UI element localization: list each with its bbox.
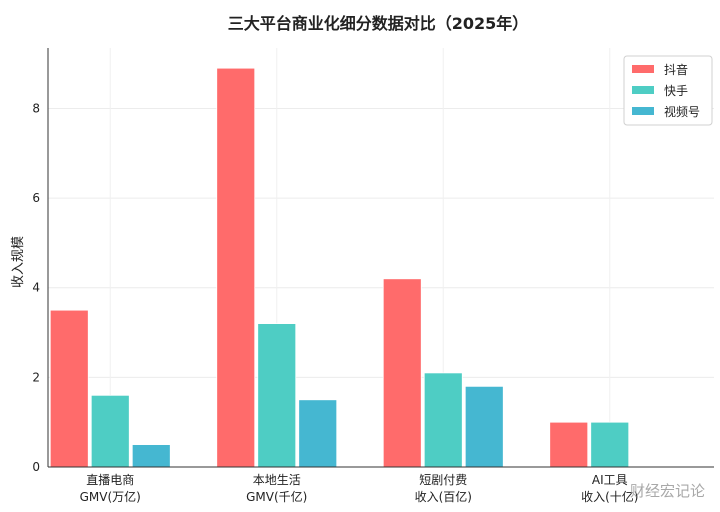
bar xyxy=(49,309,89,468)
x-tick-label-line: AI工具 xyxy=(592,473,628,487)
bar xyxy=(590,421,630,468)
legend-label: 抖音 xyxy=(664,62,688,77)
x-tick-label-line: 本地生活 xyxy=(253,473,301,487)
bar xyxy=(257,323,297,468)
x-tick-label-line: 短剧付费 xyxy=(419,473,467,487)
axes: 0 2 4 6 8 直播电商 GMV(万亿) 本地生活 GMV(千亿) 短剧付费收入(百亿) AI工… xyxy=(32,48,714,504)
y-tick-label: 2 xyxy=(32,370,40,384)
bar xyxy=(464,385,504,468)
x-tick-label-line: 直播电商 xyxy=(86,472,134,487)
x-tick-label-line: GMV(万亿) xyxy=(80,489,141,504)
y-tick-label: 4 xyxy=(32,281,40,295)
x-tick-label: 直播电商 GMV(万亿) xyxy=(80,472,141,504)
bar xyxy=(549,421,589,468)
x-tick-label: 短剧付费收入(百亿) xyxy=(415,473,472,504)
bars xyxy=(49,67,630,468)
y-tick-label: 6 xyxy=(32,191,40,205)
legend-swatch xyxy=(632,86,654,94)
chart-title: 三大平台商业化细分数据对比（2025年） xyxy=(228,14,529,33)
legend-swatch xyxy=(632,107,654,115)
x-tick-label-line: 收入(百亿) xyxy=(415,489,472,504)
legend-label: 视频号 xyxy=(664,104,700,119)
bar xyxy=(131,444,171,468)
x-tick-label-line: GMV(千亿) xyxy=(246,489,307,504)
legend-label: 快手 xyxy=(664,84,688,98)
bar xyxy=(382,278,422,468)
grid xyxy=(48,48,714,467)
x-tick-label: 本地生活 GMV(千亿) xyxy=(246,473,307,504)
y-axis-label: 收入规模 xyxy=(11,236,26,288)
y-tick-label: 0 xyxy=(32,460,40,474)
x-tick-label: AI工具收入(十亿) xyxy=(581,473,638,504)
legend-swatch xyxy=(632,65,654,73)
y-tick-label: 8 xyxy=(32,101,40,115)
watermark: 财经宏记论 xyxy=(630,482,705,500)
bar xyxy=(423,372,463,468)
bar xyxy=(298,399,338,468)
bar xyxy=(216,67,256,468)
bar xyxy=(90,394,130,468)
x-tick-label-line: 收入(十亿) xyxy=(581,489,638,504)
